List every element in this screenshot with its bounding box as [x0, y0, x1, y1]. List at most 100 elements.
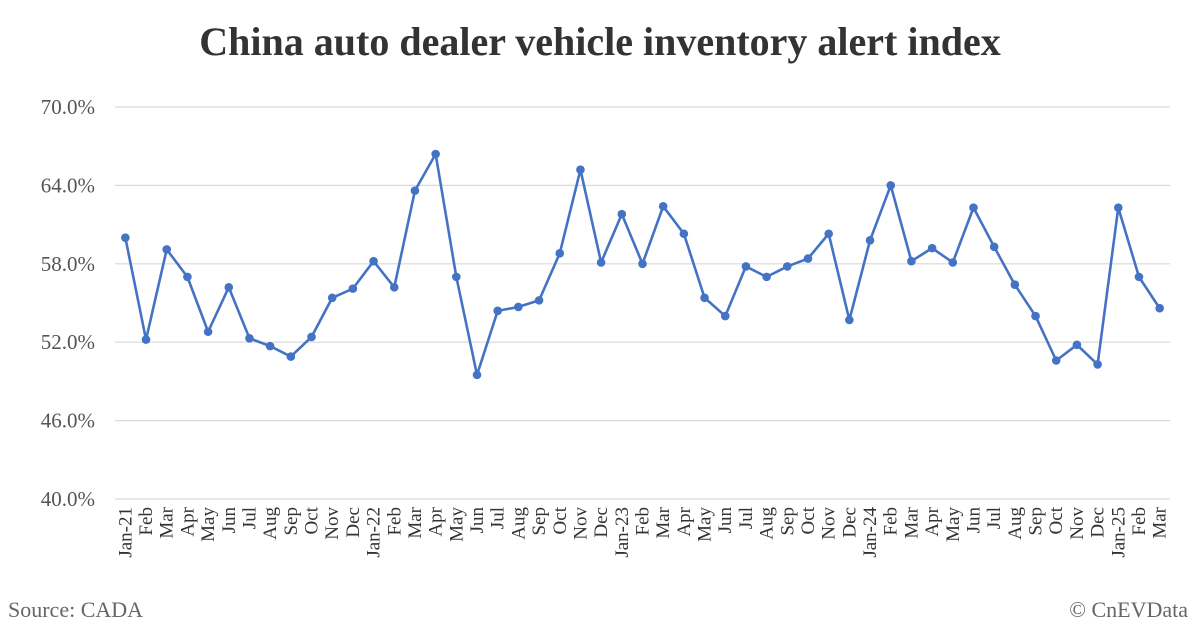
x-tick-label: Apr	[177, 506, 198, 536]
data-point	[1093, 360, 1102, 369]
x-tick-label: Feb	[384, 507, 405, 536]
copyright-note: © CnEVData	[1069, 597, 1188, 622]
x-tick-label: Jun	[963, 507, 984, 534]
data-point	[245, 333, 254, 343]
data-point	[369, 256, 378, 266]
x-tick-label: Aug	[508, 507, 529, 540]
data-point	[803, 254, 813, 263]
data-point	[720, 311, 730, 321]
data-point	[286, 352, 296, 361]
data-point	[762, 272, 771, 282]
data-point	[265, 341, 275, 351]
data-point	[989, 242, 999, 252]
data-point	[1072, 340, 1082, 350]
data-point	[183, 272, 192, 282]
x-tick-label: Jul	[984, 507, 1005, 529]
data-point	[472, 370, 482, 380]
data-point	[845, 315, 854, 325]
x-tick-label: Jun	[467, 507, 488, 534]
x-tick-label: Feb	[136, 507, 157, 536]
x-tick-label: Dec	[591, 507, 612, 538]
y-tick-label: 52.0%	[41, 330, 95, 354]
data-point	[121, 233, 130, 242]
y-tick-label: 64.0%	[41, 173, 95, 197]
x-tick-label: Aug	[757, 507, 778, 540]
data-point	[514, 302, 523, 312]
data-point	[431, 149, 440, 159]
data-point	[679, 229, 689, 239]
data-point	[1031, 311, 1040, 321]
x-tick-label: Mar	[653, 506, 674, 538]
data-point	[307, 332, 316, 342]
x-tick-label: Apr	[426, 506, 447, 536]
x-tick-label: Jan-22	[364, 507, 385, 558]
data-point	[948, 258, 958, 267]
x-tick-label: Jun	[219, 507, 240, 534]
data-point	[1010, 280, 1020, 290]
y-tick-label: 58.0%	[41, 252, 95, 276]
data-point	[596, 258, 606, 267]
data-point	[555, 249, 565, 258]
x-tick-label: Jul	[488, 507, 509, 529]
x-tick-label: May	[943, 507, 964, 542]
x-tick-label: Jan-21	[115, 507, 136, 558]
data-point	[1113, 203, 1123, 212]
x-tick-label: Nov	[322, 507, 343, 540]
y-tick-label: 46.0%	[41, 409, 95, 433]
x-tick-label: Dec	[839, 507, 860, 538]
x-tick-label: Jan-23	[612, 507, 633, 558]
x-tick-label: Nov	[570, 507, 591, 540]
data-point	[927, 243, 937, 253]
data-point	[452, 272, 461, 282]
x-tick-label: Mar	[405, 506, 426, 538]
x-tick-label: Dec	[343, 507, 364, 538]
x-tick-label: Jun	[715, 507, 736, 534]
data-point	[203, 327, 213, 337]
x-tick-label: Sep	[529, 507, 550, 536]
x-tick-label: Jan-24	[860, 507, 881, 558]
x-tick-label: Aug	[260, 507, 281, 540]
x-tick-label: Jul	[239, 507, 260, 529]
data-point	[493, 306, 502, 316]
data-point	[410, 186, 420, 195]
data-point	[162, 245, 172, 254]
data-point	[907, 256, 916, 266]
data-point	[224, 283, 234, 292]
y-axis-ticks: 40.0% 46.0% 52.0% 58.0% 64.0% 70.0%	[41, 95, 95, 511]
x-tick-label: Aug	[1005, 507, 1026, 540]
data-point	[886, 181, 896, 190]
series-layer	[121, 149, 1164, 380]
data-point	[783, 262, 792, 271]
data-point	[617, 209, 627, 219]
x-tick-label: Jan-25	[1108, 507, 1129, 558]
data-point	[389, 283, 399, 292]
x-tick-label: Oct	[302, 506, 323, 534]
x-tick-label: Jul	[736, 507, 757, 529]
x-tick-label: Apr	[922, 506, 943, 536]
x-tick-label: Oct	[550, 506, 571, 534]
data-point	[658, 202, 668, 211]
x-tick-label: Feb	[633, 507, 654, 536]
data-point	[700, 293, 709, 303]
data-point	[141, 335, 151, 344]
data-point	[1155, 303, 1164, 313]
x-tick-label: Feb	[1129, 507, 1150, 536]
x-tick-label: Nov	[819, 507, 840, 540]
data-point	[1134, 272, 1144, 282]
x-tick-label: May	[198, 507, 219, 542]
data-point	[741, 262, 751, 271]
data-point	[348, 284, 358, 293]
data-point	[865, 235, 875, 245]
x-tick-label: Feb	[881, 507, 902, 536]
x-tick-label: May	[695, 507, 716, 542]
y-tick-label: 40.0%	[41, 487, 95, 511]
x-tick-label: Sep	[281, 507, 302, 536]
x-tick-label: Mar	[157, 506, 178, 538]
data-point	[969, 203, 978, 212]
x-tick-label: Mar	[1150, 506, 1171, 538]
data-point	[824, 229, 833, 239]
x-axis-ticks: Jan-21 Feb Mar Apr May Jun Jul Aug Sep Oct Nov Dec J…	[115, 506, 1170, 557]
data-point	[327, 293, 337, 303]
